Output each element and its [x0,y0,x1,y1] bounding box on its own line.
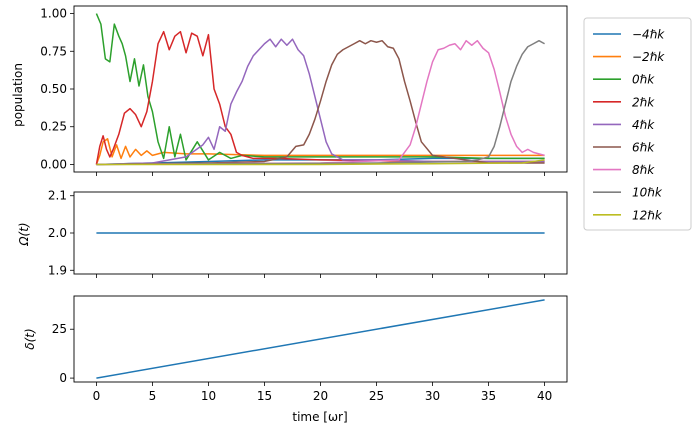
panel-population-series-line-1 [95,138,545,165]
panel-detuning-series [96,299,545,379]
panel-detuning-xlabel: time [ωr] [292,410,347,424]
panel-detuning-xtick-label: 25 [369,389,384,403]
legend-label: −4ℏk [632,28,665,42]
legend-label: 12ℏk [632,208,663,222]
panel-detuning-xtick-label: 35 [481,389,496,403]
panel-detuning-xtick-label: 15 [257,389,272,403]
panel-population-series-line-5 [96,39,545,166]
legend-label: 10ℏk [632,186,663,200]
panel-population-series-line-6 [96,39,545,166]
panel-population-ytick-label: 0.00 [40,157,67,171]
panel-detuning-xticks: 0 5 10 15 20 25 30 35 40 [93,382,552,403]
panel-population-series-line-3 [95,30,545,165]
panel-rabi-ytick-label: 1.9 [48,263,67,277]
legend-frame [583,17,692,231]
legend-entries: −4ℏk −2ℏk 0ℏk 2ℏk 4ℏk 6ℏk 8ℏk 10ℏk 12ℏk [593,28,665,222]
panel-population-ytick-label: 0.50 [40,82,67,96]
panel-population-series-line-2 [95,13,545,161]
panel-detuning-xtick-label: 40 [537,389,552,403]
panel-detuning-xtick-label: 10 [201,389,216,403]
panel-population-series-line-4 [96,38,545,166]
panel-detuning-xtick-label: 30 [425,389,440,403]
panel-detuning-xtick-label: 20 [313,389,328,403]
panel-population-series-line-8 [96,159,545,166]
panel-detuning-yticks: 0 25 [52,322,74,385]
panel-rabi: 1.9 2.0 2.1 Ω(t) [17,189,568,278]
panel-detuning-ytick-label: 0 [59,371,67,385]
panel-rabi-xticks [96,274,545,278]
legend-label: 4ℏk [632,118,655,132]
panel-rabi-ytick-label: 2.1 [48,189,67,203]
panel-detuning-series-line-0 [96,299,545,379]
legend-label: 8ℏk [632,163,655,177]
panel-population-ytick-label: 0.75 [40,44,67,58]
panel-population-ylabel: population [11,63,25,127]
panel-rabi-yticks: 1.9 2.0 2.1 [48,189,74,277]
panel-population-series [95,13,545,166]
panel-detuning-xtick-label: 5 [149,389,157,403]
panel-population-ytick-label: 1.00 [40,7,67,21]
panel-rabi-ylabel: Ω(t) [17,222,31,246]
legend-label: 2ℏk [632,95,655,109]
panel-population-yticks: 0.00 0.25 0.50 0.75 1.00 [40,7,74,171]
panel-detuning: 0 25 0 5 10 15 20 25 30 35 40 δ(t) time [ωr] [23,295,568,424]
panel-population-xticks [96,172,545,176]
panel-population-series-line-7 [96,39,545,166]
legend-label: 0ℏk [632,73,655,87]
panel-population: 0.00 0.25 0.50 0.75 1.00 population [11,5,568,176]
panel-rabi-ytick-label: 2.0 [48,226,67,240]
panel-detuning-ylabel: δ(t) [23,328,37,349]
legend-label: 6ℏk [632,141,655,155]
panel-detuning-ytick-label: 25 [52,322,67,336]
panel-detuning-xtick-label: 0 [93,389,101,403]
panel-population-ytick-label: 0.25 [40,120,67,134]
legend-label: −2ℏk [632,50,665,64]
legend: −4ℏk −2ℏk 0ℏk 2ℏk 4ℏk 6ℏk 8ℏk 10ℏk 12ℏk [583,17,692,231]
